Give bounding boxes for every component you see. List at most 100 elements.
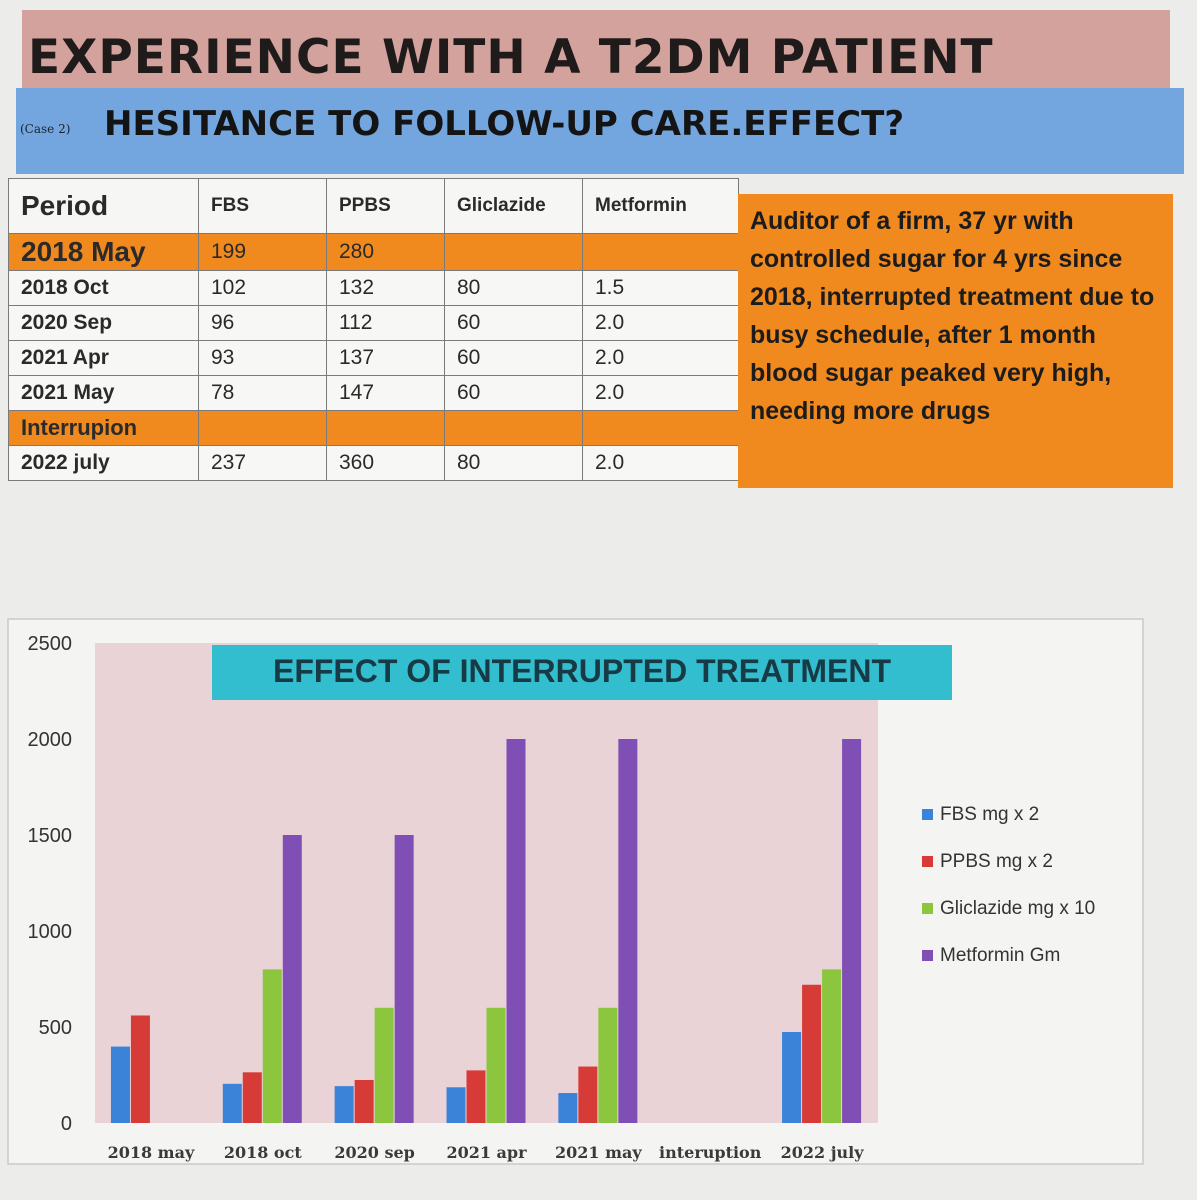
table-header-row: Period FBS PPBS Gliclazide Metformin (8, 178, 739, 234)
column-header-fbs: FBS (198, 178, 327, 234)
x-tick-label: 2021 apr (446, 1143, 527, 1162)
table-cell: 102 (198, 270, 327, 306)
bar (110, 1046, 130, 1123)
legend-label: Gliclazide mg x 10 (940, 898, 1095, 919)
table-cell: 78 (198, 375, 327, 411)
table-row: 2021 Apr 93 137 60 2.0 (8, 340, 739, 376)
title-banner: EXPERIENCE WITH A T2DM PATIENT (22, 10, 1170, 92)
table-row: 2021 May 78 147 60 2.0 (8, 375, 739, 411)
bar (130, 1015, 150, 1123)
case-note-text: Auditor of a firm, 37 yr with controlled… (750, 207, 1155, 425)
table-cell: 93 (198, 340, 327, 376)
patient-data-table: Period FBS PPBS Gliclazide Metformin 201… (8, 178, 739, 481)
bar (618, 739, 638, 1123)
y-tick-label: 2000 (28, 729, 73, 751)
table-row: 2020 Sep 96 112 60 2.0 (8, 305, 739, 341)
legend-label: Metformin Gm (940, 945, 1060, 966)
table-row-interruption: Interrupion (8, 410, 739, 446)
table-cell-period: 2020 Sep (8, 305, 199, 341)
legend-swatch (922, 950, 933, 961)
table-cell-period: 2018 May (8, 233, 199, 271)
table-cell-period: 2022 july (8, 445, 199, 481)
bar (222, 1083, 242, 1123)
table-cell: 137 (326, 340, 445, 376)
table-cell-period: 2021 May (8, 375, 199, 411)
subtitle-banner: (Case 2) HESITANCE TO FOLLOW-UP CARE.EFF… (16, 88, 1184, 174)
table-cell (582, 233, 739, 271)
case-note-box: Auditor of a firm, 37 yr with controlled… (738, 194, 1173, 488)
x-tick-label: 2018 may (108, 1143, 195, 1162)
legend-swatch (922, 903, 933, 914)
table-row: 2018 Oct 102 132 80 1.5 (8, 270, 739, 306)
bar (598, 1007, 618, 1123)
bar (282, 835, 302, 1123)
y-tick-label: 2500 (28, 633, 73, 655)
column-header-period: Period (8, 178, 199, 234)
y-tick-label: 1500 (28, 825, 73, 847)
x-tick-label: 2021 may (555, 1143, 642, 1162)
table-cell: 96 (198, 305, 327, 341)
chart-svg: 0 500 1000 1500 2000 2500 2018 may 2018 oct 2020… (7, 618, 1144, 1165)
y-tick-label: 0 (61, 1113, 72, 1135)
bar (842, 739, 862, 1123)
chart-title-box (212, 645, 952, 700)
table-cell: 1.5 (582, 270, 739, 306)
y-tick-label: 500 (39, 1017, 72, 1039)
table-cell (198, 410, 327, 446)
table-cell: 60 (444, 375, 583, 411)
table-cell: 2.0 (582, 340, 739, 376)
table-cell: 2.0 (582, 305, 739, 341)
table-cell: 360 (326, 445, 445, 481)
table-cell: 147 (326, 375, 445, 411)
table-cell: 132 (326, 270, 445, 306)
bar (334, 1086, 354, 1123)
bar (446, 1087, 466, 1123)
column-header-metformin: Metformin (582, 178, 739, 234)
y-tick-label: 1000 (28, 921, 73, 943)
table-cell: 80 (444, 270, 583, 306)
bar (578, 1066, 598, 1123)
table-cell: 280 (326, 233, 445, 271)
bar (506, 739, 526, 1123)
bar (782, 1031, 802, 1123)
x-tick-label: 2018 oct (224, 1143, 303, 1162)
bar (262, 969, 282, 1123)
legend-label: FBS mg x 2 (940, 804, 1039, 825)
table-cell-period: 2018 Oct (8, 270, 199, 306)
case-label: (Case 2) (20, 122, 71, 136)
interrupted-treatment-chart: 0 500 1000 1500 2000 2500 2018 may 2018 oct 2020… (0, 615, 1150, 1175)
bar (802, 984, 822, 1123)
table-row: 2022 july 237 360 80 2.0 (8, 445, 739, 481)
table-cell: 237 (198, 445, 327, 481)
table-cell: 2.0 (582, 375, 739, 411)
column-header-gliclazide: Gliclazide (444, 178, 583, 234)
bar (486, 1007, 506, 1123)
bar (374, 1007, 394, 1123)
table-cell: 60 (444, 340, 583, 376)
page-title: EXPERIENCE WITH A T2DM PATIENT (28, 30, 994, 85)
table-cell-period: 2021 Apr (8, 340, 199, 376)
table-row: 2018 May 199 280 (8, 233, 739, 271)
bar (354, 1079, 374, 1123)
x-tick-label: 2022 july (781, 1143, 865, 1162)
table-cell (444, 233, 583, 271)
table-cell: 199 (198, 233, 327, 271)
page-subtitle: HESITANCE TO FOLLOW-UP CARE.EFFECT? (104, 104, 905, 144)
chart-title: EFFECT OF INTERRUPTED TREATMENT (273, 653, 892, 689)
legend-label: PPBS mg x 2 (940, 851, 1053, 872)
table-cell (326, 410, 445, 446)
table-cell: 60 (444, 305, 583, 341)
bar (466, 1070, 486, 1123)
table-cell (582, 410, 739, 446)
table-cell (444, 410, 583, 446)
table-cell: 112 (326, 305, 445, 341)
x-tick-label: interuption (659, 1143, 762, 1162)
column-header-ppbs: PPBS (326, 178, 445, 234)
bar (558, 1093, 578, 1123)
table-cell-period: Interrupion (8, 410, 199, 446)
x-tick-label: 2020 sep (334, 1143, 414, 1162)
bar (822, 969, 842, 1123)
legend-swatch (922, 856, 933, 867)
bar (394, 835, 414, 1123)
legend-swatch (922, 809, 933, 820)
